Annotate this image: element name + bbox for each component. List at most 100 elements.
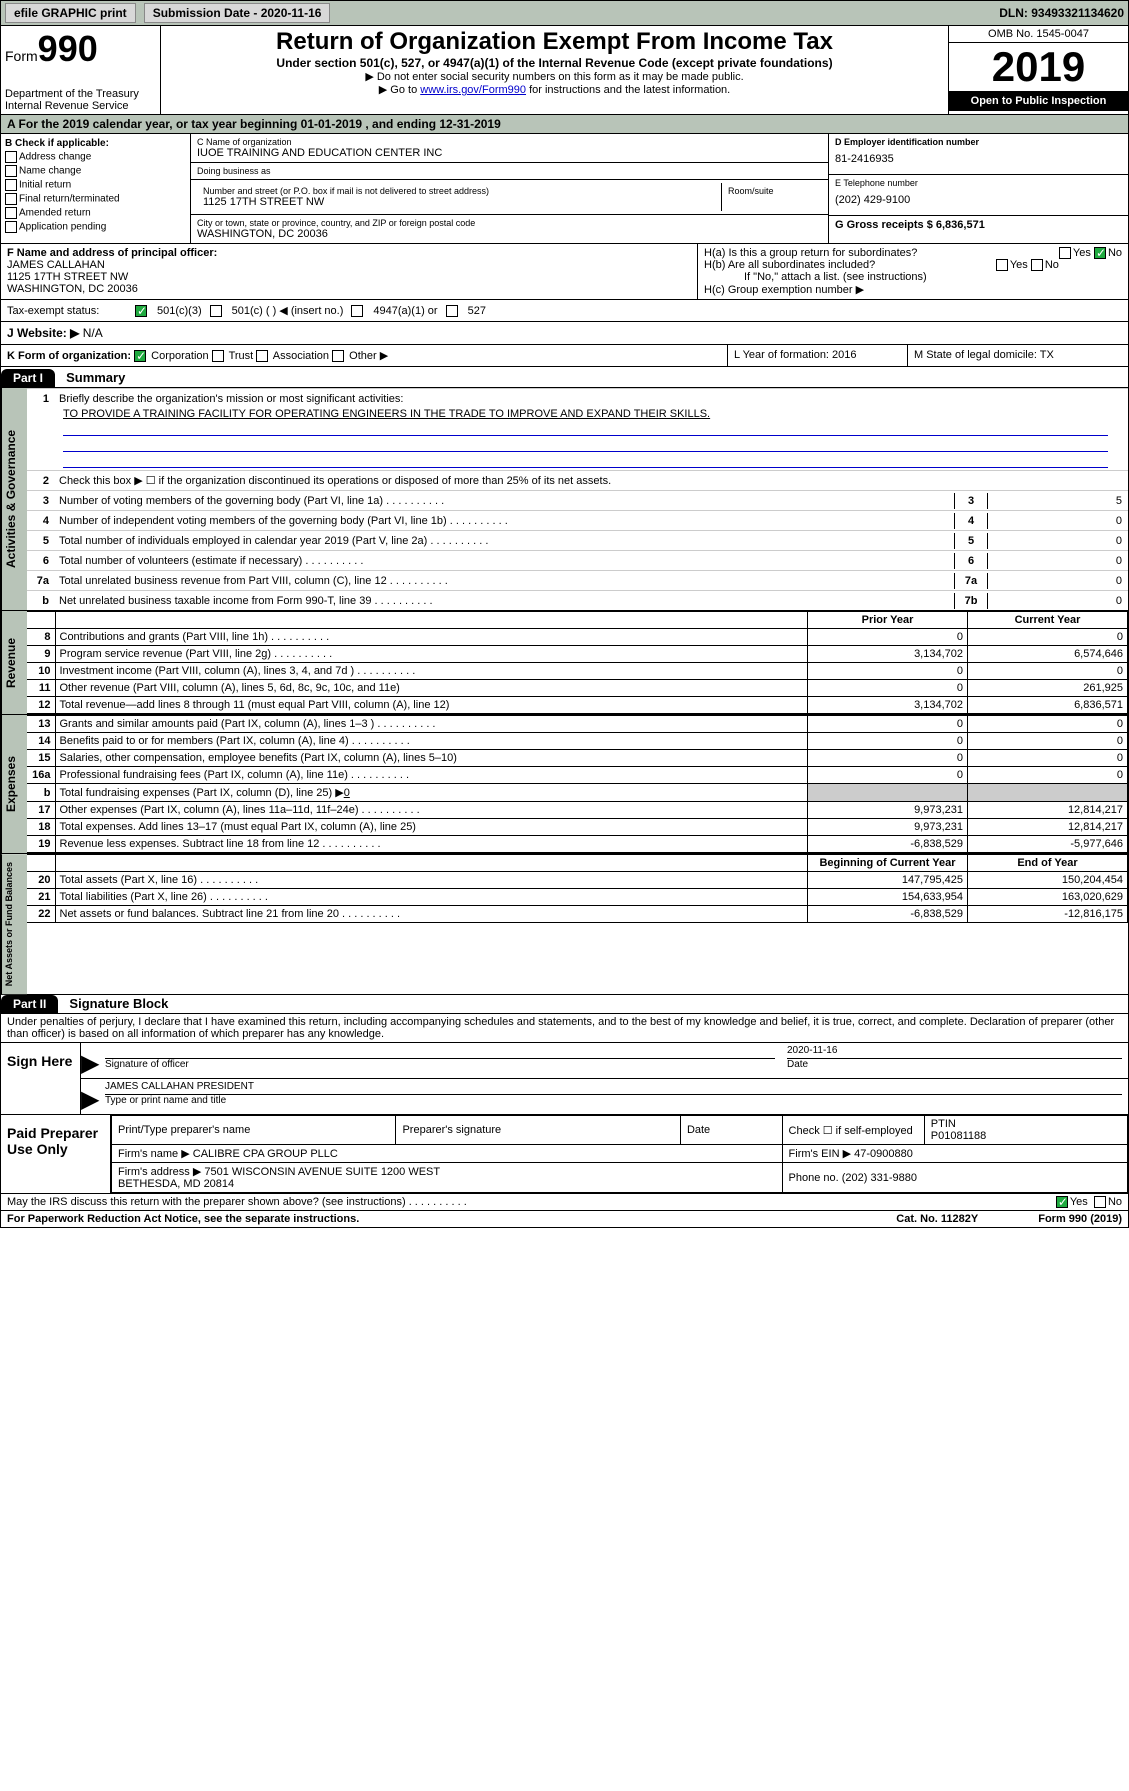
street-label: Number and street (or P.O. box if mail i… bbox=[203, 186, 715, 196]
omb-number: OMB No. 1545-0047 bbox=[949, 26, 1128, 43]
mission-text: TO PROVIDE A TRAINING FACILITY FOR OPERA… bbox=[63, 408, 1108, 420]
cb-amended-return[interactable]: Amended return bbox=[19, 208, 91, 219]
cb-final-return[interactable]: Final return/terminated bbox=[19, 194, 120, 205]
prep-date-label: Date bbox=[680, 1116, 782, 1145]
sign-here-label: Sign Here bbox=[1, 1043, 81, 1114]
discuss-row: May the IRS discuss this return with the… bbox=[0, 1194, 1129, 1211]
officer-name: JAMES CALLAHAN bbox=[7, 259, 105, 271]
side-revenue: Revenue bbox=[1, 611, 27, 714]
l4-desc: Number of independent voting members of … bbox=[55, 513, 954, 529]
cb-name-change[interactable]: Name change bbox=[19, 166, 81, 177]
irs-form990-link[interactable]: www.irs.gov/Form990 bbox=[420, 84, 526, 96]
l5-desc: Total number of individuals employed in … bbox=[55, 533, 954, 549]
tax-exempt-row: Tax-exempt status: 501(c)(3) 501(c) ( ) … bbox=[0, 300, 1129, 322]
l3-desc: Number of voting members of the governin… bbox=[55, 493, 954, 509]
side-expenses: Expenses bbox=[1, 715, 27, 853]
hdr-prior: Prior Year bbox=[808, 612, 968, 629]
dln-text: DLN: 93493321134620 bbox=[999, 6, 1124, 20]
prep-name-label: Print/Type preparer's name bbox=[112, 1116, 396, 1145]
self-employed-check[interactable]: Check ☐ if self-employed bbox=[782, 1116, 924, 1145]
hb-label: H(b) Are all subordinates included? bbox=[704, 259, 875, 271]
dba-label: Doing business as bbox=[197, 166, 822, 176]
firm-phone: (202) 331-9880 bbox=[842, 1172, 917, 1184]
form-number: 990 bbox=[38, 28, 98, 69]
cb-4947[interactable] bbox=[351, 305, 363, 317]
cb-initial-return[interactable]: Initial return bbox=[19, 180, 71, 191]
tax-exempt-label: Tax-exempt status: bbox=[7, 305, 127, 317]
city-value: WASHINGTON, DC 20036 bbox=[197, 228, 822, 240]
l7a-val: 0 bbox=[988, 573, 1128, 589]
submission-date-button[interactable]: Submission Date - 2020-11-16 bbox=[144, 3, 331, 23]
cb-discuss-no[interactable] bbox=[1094, 1196, 1106, 1208]
part1-tag: Part I bbox=[1, 369, 55, 387]
l7a-desc: Total unrelated business revenue from Pa… bbox=[55, 573, 954, 589]
phone-value: (202) 429-9100 bbox=[835, 188, 1122, 212]
dept-treasury: Department of the Treasury bbox=[5, 88, 156, 100]
part2-title: Signature Block bbox=[61, 996, 168, 1011]
ein-label: D Employer identification number bbox=[835, 137, 979, 147]
summary-netassets: Net Assets or Fund Balances Beginning of… bbox=[0, 854, 1129, 995]
part1-title: Summary bbox=[58, 370, 125, 385]
goto-note: Go to www.irs.gov/Form990 for instructio… bbox=[169, 83, 940, 96]
room-label: Room/suite bbox=[728, 186, 816, 196]
hdr-current: Current Year bbox=[968, 612, 1128, 629]
row-a-tax-year: A For the 2019 calendar year, or tax yea… bbox=[0, 115, 1129, 134]
l7b-val: 0 bbox=[988, 593, 1128, 609]
signature-block: Under penalties of perjury, I declare th… bbox=[0, 1014, 1129, 1115]
hb-note: If "No," attach a list. (see instruction… bbox=[704, 271, 1122, 283]
l6-desc: Total number of volunteers (estimate if … bbox=[55, 553, 954, 569]
form-subtitle: Under section 501(c), 527, or 4947(a)(1)… bbox=[169, 56, 940, 70]
city-label: City or town, state or province, country… bbox=[197, 218, 822, 228]
year-formation: L Year of formation: 2016 bbox=[728, 345, 908, 366]
hdr-eoy: End of Year bbox=[968, 855, 1128, 872]
footer-row: For Paperwork Reduction Act Notice, see … bbox=[0, 1211, 1129, 1228]
cb-address-change[interactable]: Address change bbox=[19, 152, 91, 163]
form-header: Form990 Department of the Treasury Inter… bbox=[0, 26, 1129, 115]
sig-date: 2020-11-16 bbox=[787, 1045, 1122, 1059]
part2-tag: Part II bbox=[1, 995, 58, 1013]
l3-val: 5 bbox=[988, 493, 1128, 509]
tax-year: 2019 bbox=[949, 43, 1128, 91]
street-value: 1125 17TH STREET NW bbox=[203, 196, 715, 208]
hdr-boy: Beginning of Current Year bbox=[808, 855, 968, 872]
open-public-label: Open to Public Inspection bbox=[949, 91, 1128, 111]
l7b-desc: Net unrelated business taxable income fr… bbox=[55, 593, 954, 609]
summary-revenue: Revenue Prior YearCurrent Year 8Contribu… bbox=[0, 611, 1129, 715]
ha-label: H(a) Is this a group return for subordin… bbox=[704, 247, 917, 259]
state-domicile: M State of legal domicile: TX bbox=[908, 345, 1128, 366]
firm-ein: 47-0900880 bbox=[854, 1148, 913, 1160]
side-governance: Activities & Governance bbox=[1, 388, 27, 610]
cb-501c3[interactable] bbox=[135, 305, 147, 317]
prep-sig-label: Preparer's signature bbox=[396, 1116, 680, 1145]
section-bcdefg: B Check if applicable: Address change Na… bbox=[0, 134, 1129, 244]
paid-preparer-block: Paid Preparer Use Only Print/Type prepar… bbox=[0, 1115, 1129, 1194]
cb-corporation[interactable] bbox=[134, 350, 146, 362]
side-netassets: Net Assets or Fund Balances bbox=[1, 854, 27, 994]
website-row: J Website: ▶ N/A bbox=[0, 322, 1129, 345]
efile-button[interactable]: efile GRAPHIC print bbox=[5, 3, 136, 23]
officer-label: F Name and address of principal officer: bbox=[7, 247, 217, 259]
irs-label: Internal Revenue Service bbox=[5, 100, 156, 112]
section-fh: F Name and address of principal officer:… bbox=[0, 244, 1129, 300]
cb-501c[interactable] bbox=[210, 305, 222, 317]
topbar: efile GRAPHIC print Submission Date - 20… bbox=[0, 0, 1129, 26]
cb-application-pending[interactable]: Application pending bbox=[19, 222, 106, 233]
form-title: Return of Organization Exempt From Incom… bbox=[169, 28, 940, 56]
l4-val: 0 bbox=[988, 513, 1128, 529]
cb-association[interactable] bbox=[256, 350, 268, 362]
l5-val: 0 bbox=[988, 533, 1128, 549]
cb-discuss-yes[interactable] bbox=[1056, 1196, 1068, 1208]
cb-527[interactable] bbox=[446, 305, 458, 317]
cat-no: Cat. No. 11282Y bbox=[896, 1213, 978, 1225]
summary-governance: Activities & Governance 1Briefly describ… bbox=[0, 388, 1129, 611]
pra-notice: For Paperwork Reduction Act Notice, see … bbox=[7, 1213, 896, 1225]
hc-label: H(c) Group exemption number ▶ bbox=[704, 283, 1122, 296]
org-name: IUOE TRAINING AND EDUCATION CENTER INC bbox=[197, 147, 822, 159]
cb-other[interactable] bbox=[332, 350, 344, 362]
ptin-value: P01081188 bbox=[931, 1130, 986, 1142]
cb-trust[interactable] bbox=[212, 350, 224, 362]
officer-name-title: JAMES CALLAHAN PRESIDENT bbox=[105, 1081, 1122, 1095]
summary-expenses: Expenses 13Grants and similar amounts pa… bbox=[0, 715, 1129, 854]
penalty-text: Under penalties of perjury, I declare th… bbox=[1, 1014, 1128, 1043]
officer-addr1: 1125 17TH STREET NW bbox=[7, 271, 128, 283]
